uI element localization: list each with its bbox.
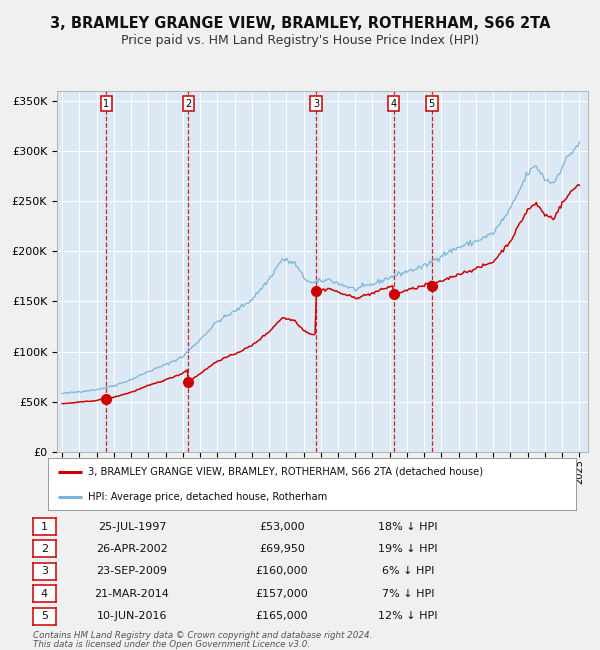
Text: 21-MAR-2014: 21-MAR-2014: [95, 589, 169, 599]
Text: 6% ↓ HPI: 6% ↓ HPI: [382, 566, 434, 577]
Text: 3: 3: [41, 566, 48, 577]
Text: 5: 5: [41, 611, 48, 621]
Text: HPI: Average price, detached house, Rotherham: HPI: Average price, detached house, Roth…: [88, 492, 327, 502]
Text: £165,000: £165,000: [256, 611, 308, 621]
Text: 4: 4: [41, 589, 48, 599]
Text: Contains HM Land Registry data © Crown copyright and database right 2024.: Contains HM Land Registry data © Crown c…: [33, 631, 373, 640]
Text: 23-SEP-2009: 23-SEP-2009: [97, 566, 167, 577]
Text: 2: 2: [185, 99, 191, 109]
Text: 2: 2: [41, 544, 48, 554]
Text: This data is licensed under the Open Government Licence v3.0.: This data is licensed under the Open Gov…: [33, 640, 310, 649]
Text: 1: 1: [41, 522, 48, 532]
Text: 5: 5: [428, 99, 435, 109]
Text: 10-JUN-2016: 10-JUN-2016: [97, 611, 167, 621]
Text: 26-APR-2002: 26-APR-2002: [96, 544, 168, 554]
Text: 18% ↓ HPI: 18% ↓ HPI: [378, 522, 438, 532]
Text: 3: 3: [313, 99, 319, 109]
Text: 25-JUL-1997: 25-JUL-1997: [98, 522, 166, 532]
Text: 7% ↓ HPI: 7% ↓ HPI: [382, 589, 434, 599]
Text: Price paid vs. HM Land Registry's House Price Index (HPI): Price paid vs. HM Land Registry's House …: [121, 34, 479, 47]
Text: 12% ↓ HPI: 12% ↓ HPI: [378, 611, 438, 621]
Text: £69,950: £69,950: [259, 544, 305, 554]
Text: 19% ↓ HPI: 19% ↓ HPI: [378, 544, 438, 554]
Text: 1: 1: [103, 99, 109, 109]
Text: 4: 4: [391, 99, 397, 109]
Text: 3, BRAMLEY GRANGE VIEW, BRAMLEY, ROTHERHAM, S66 2TA (detached house): 3, BRAMLEY GRANGE VIEW, BRAMLEY, ROTHERH…: [88, 467, 483, 476]
Text: £157,000: £157,000: [256, 589, 308, 599]
Text: £160,000: £160,000: [256, 566, 308, 577]
Text: £53,000: £53,000: [259, 522, 305, 532]
Text: 3, BRAMLEY GRANGE VIEW, BRAMLEY, ROTHERHAM, S66 2TA: 3, BRAMLEY GRANGE VIEW, BRAMLEY, ROTHERH…: [50, 16, 550, 31]
